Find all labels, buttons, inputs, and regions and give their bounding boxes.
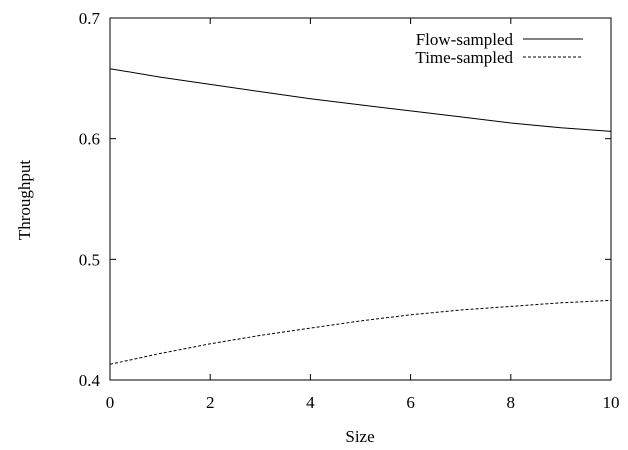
y-tick-label: 0.5 [79,250,100,269]
x-tick-labels: 0 2 4 6 8 10 [106,393,620,412]
series-line-flow-sampled [109,68,612,132]
x-tick-label: 0 [106,393,115,412]
y-axis-label: Throughput [15,160,34,241]
y-tick-label: 0.6 [79,130,100,149]
x-tick-label: 2 [206,393,215,412]
plot-frame [109,17,612,381]
y-tick-labels: 0.4 0.5 0.6 0.7 [79,9,101,390]
axis-ticks [109,17,612,381]
x-tick-label: 4 [306,393,315,412]
x-tick-label: 6 [406,393,415,412]
series-lines [109,68,612,365]
plot-area [109,17,612,381]
x-tick-label: 8 [507,393,516,412]
series-line-time-sampled [109,299,612,365]
y-tick-label: 0.7 [79,9,101,28]
x-axis-label: Size [345,427,374,446]
legend-label-time-sampled: Time-sampled [415,48,513,67]
x-tick-label: 10 [603,393,620,412]
legend: Flow-sampled Time-sampled [415,30,583,67]
legend-label-flow-sampled: Flow-sampled [416,30,514,49]
y-tick-label: 0.4 [79,371,101,390]
